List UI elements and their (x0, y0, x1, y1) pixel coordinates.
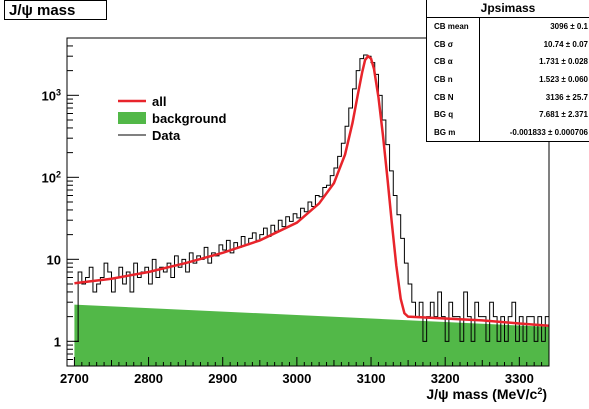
stats-row: CB n 1.523 ± 0.060 (427, 71, 589, 89)
legend-swatch-fill (118, 112, 146, 124)
stats-divider (479, 17, 480, 141)
x-axis: 2700 2800 2900 3000 3100 3200 3300 (60, 357, 550, 386)
stats-label: CB n (434, 75, 453, 85)
stats-label: CB α (434, 57, 453, 67)
stats-label: CB N (434, 92, 454, 102)
x-tick-label: 3000 (282, 371, 311, 386)
x-tick-label: 2900 (208, 371, 237, 386)
plot-area (74, 54, 549, 366)
stats-value: 1.523 ± 0.060 (539, 75, 588, 85)
stats-row: CB N 3136 ± 25.7 (427, 89, 589, 107)
stats-row: CB mean 3096 ± 0.1 (427, 18, 589, 36)
x-tick-label: 2800 (134, 371, 163, 386)
stats-value: 10.74 ± 0.07 (543, 39, 588, 49)
x-tick-label: 3300 (505, 371, 534, 386)
stats-rows: CB mean 3096 ± 0.1 CB σ 10.74 ± 0.07 CB α 1… (427, 18, 589, 142)
plot-title: J/ψ mass (4, 0, 107, 20)
stats-label: BG q (434, 110, 454, 120)
x-tick-label: 3200 (431, 371, 460, 386)
data-histogram (74, 54, 549, 342)
plot-title-text: J/ψ mass (9, 2, 76, 19)
legend-label: Data (152, 128, 181, 143)
stats-row: CB α 1.731 ± 0.028 (427, 53, 589, 71)
stats-value: 7.681 ± 2.371 (539, 110, 588, 120)
stats-label: CB σ (434, 39, 454, 49)
x-axis-title: J/ψ mass (MeV/c2) (426, 386, 547, 402)
y-tick-label: 103 (42, 87, 61, 103)
stats-row: BG q 7.681 ± 2.371 (427, 106, 589, 124)
stats-label: CB mean (434, 22, 469, 31)
stats-value: 3136 ± 25.7 (545, 92, 588, 102)
stats-value: -0.001833 ± 0.000706 (509, 128, 588, 138)
stats-row: CB σ 10.74 ± 0.07 (427, 36, 589, 54)
stats-value: 1.731 ± 0.028 (539, 57, 588, 67)
y-tick-label: 1 (54, 334, 61, 349)
x-tick-label: 2700 (60, 371, 89, 386)
legend: all background Data (118, 94, 226, 143)
legend-label: all (152, 94, 166, 109)
stats-label: BG m (434, 128, 456, 138)
y-tick-label: 10 (47, 252, 61, 267)
y-axis: 1 10 102 103 (42, 37, 79, 367)
y-tick-label: 102 (42, 169, 61, 185)
stats-value: 3096 ± 0.1 (550, 22, 588, 31)
fit-curve-all (74, 54, 549, 327)
legend-label: background (152, 111, 226, 126)
background-fill (74, 304, 549, 366)
stats-row: BG m -0.001833 ± 0.000706 (427, 124, 589, 142)
x-tick-label: 3100 (357, 371, 386, 386)
stats-box: Jpsimass CB mean 3096 ± 0.1 CB σ 10.74 ± 0… (426, 0, 589, 142)
stats-header: Jpsimass (427, 0, 589, 18)
